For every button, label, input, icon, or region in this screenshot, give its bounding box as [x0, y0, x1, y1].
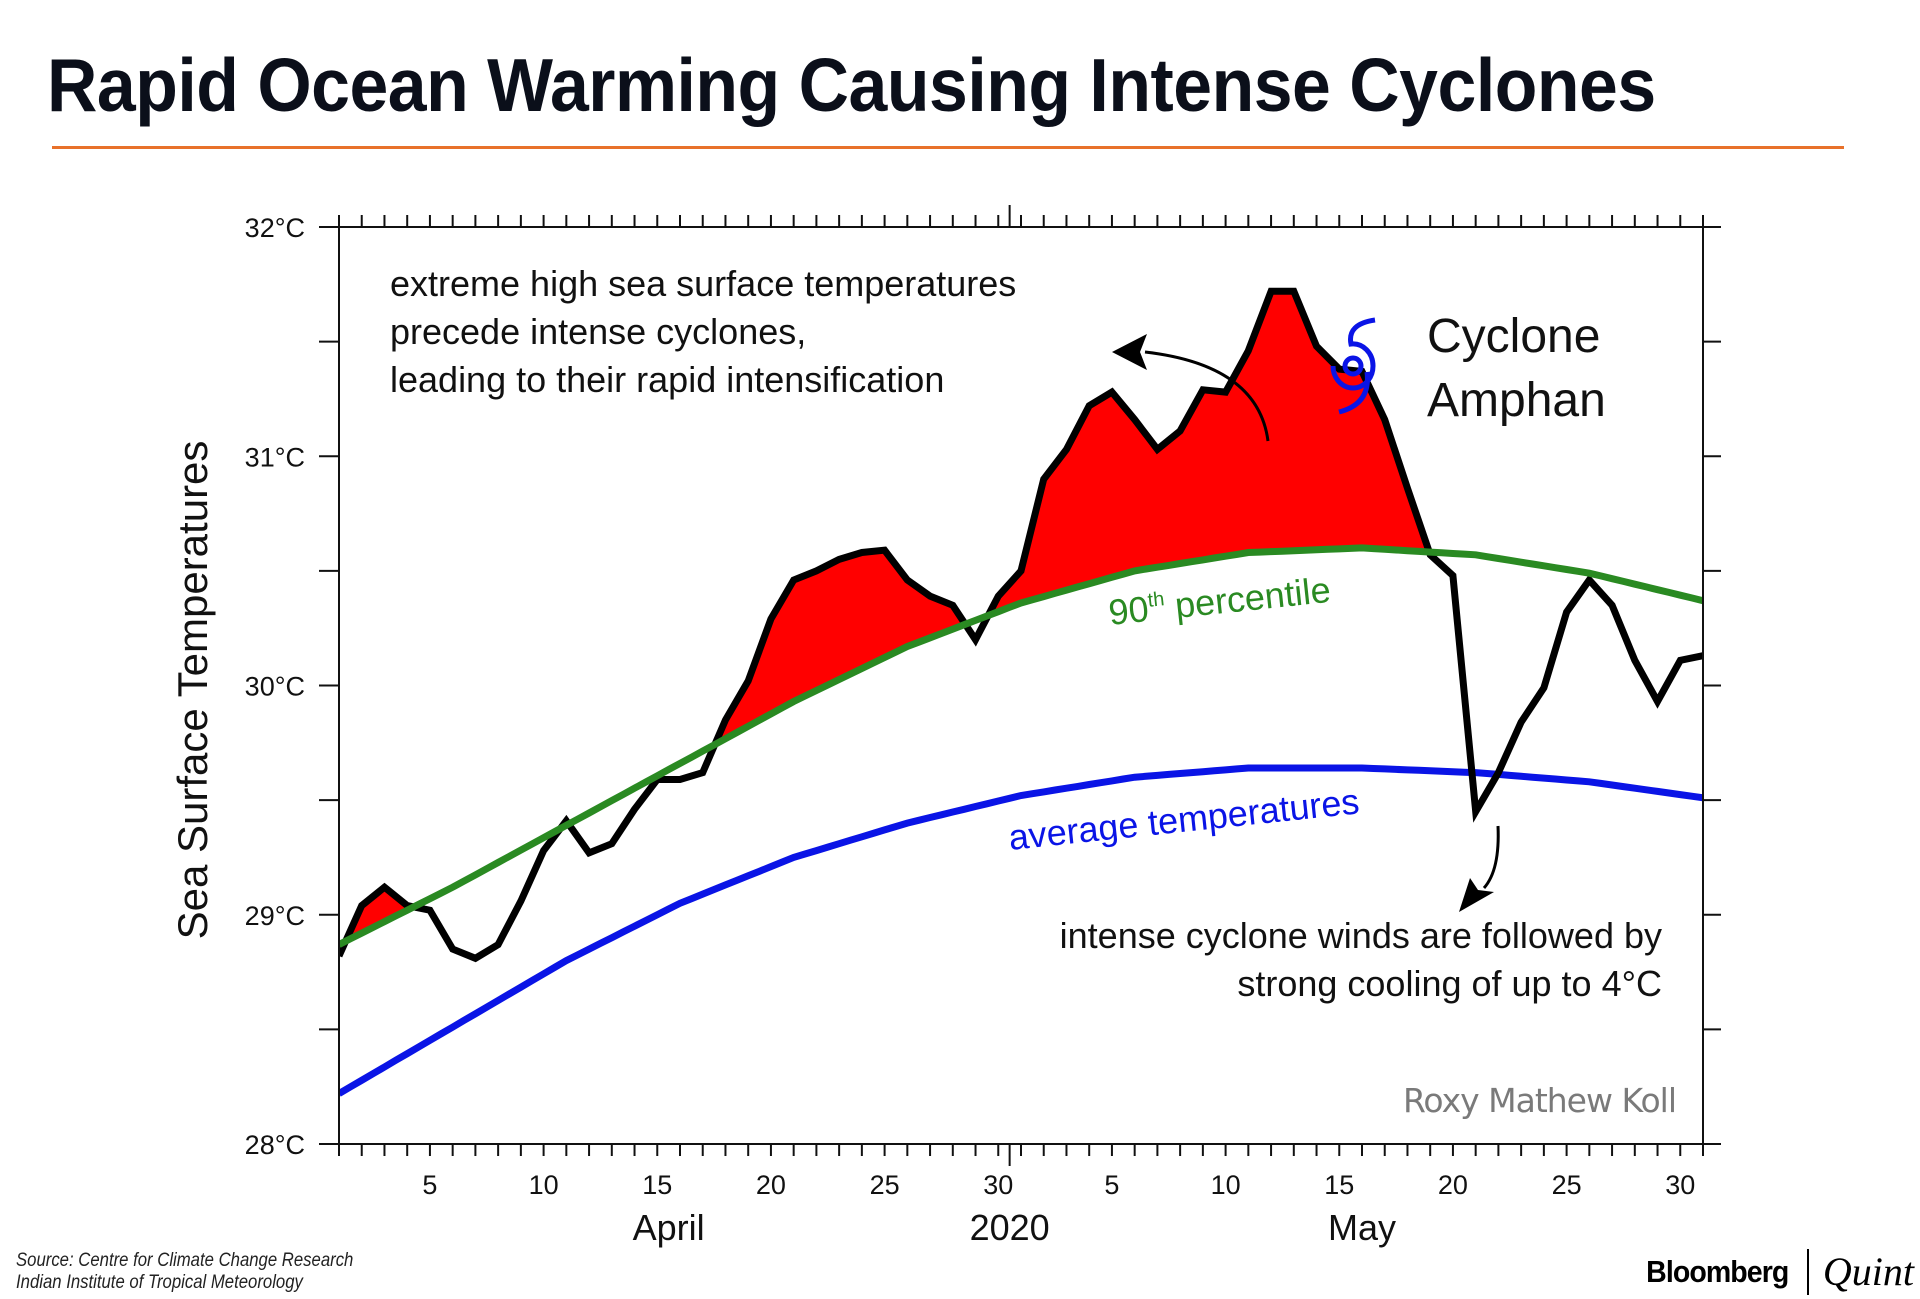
y-tick-label: 29°C [245, 901, 305, 931]
p90-superscript: th [1147, 588, 1166, 612]
x-tick-label: 10 [529, 1170, 559, 1200]
x-tick-label: 20 [1438, 1170, 1468, 1200]
x-tick-label: 20 [756, 1170, 786, 1200]
x-tick-label: 10 [1211, 1170, 1241, 1200]
annotation-cyclone-line-2: Amphan [1427, 374, 1606, 427]
p90-number: 90 [1107, 588, 1151, 633]
series-layer [339, 287, 1703, 1097]
label-90th-percentile: 90th percentile [1107, 569, 1333, 633]
y-axis-title: Sea Surface Temperatures [169, 441, 216, 940]
brand-separator [1806, 1248, 1809, 1295]
annotation-precede-line-2: precede intense cyclones, [390, 311, 806, 352]
exceedance-fill [989, 291, 1428, 616]
exceedance-fill [345, 887, 412, 942]
annotation-precede: extreme high sea surface temperatures pr… [390, 263, 1016, 400]
y-tick-label: 28°C [245, 1130, 305, 1160]
svg-text:90th percentile: 90th percentile [1107, 569, 1333, 633]
annotation-cyclone: Cyclone Amphan [1427, 310, 1606, 427]
x-month-label: 2020 [970, 1207, 1050, 1248]
axes-layer: 28°C 29°C 30°C 31°C 32°C 5 10 15 20 25 30 5 10 15 20 25… [245, 205, 1721, 1248]
y-tick-label: 32°C [245, 213, 305, 243]
chart-title: Rapid Ocean Warming Causing Intense Cycl… [47, 43, 1656, 127]
arrow-precede-icon [1112, 334, 1270, 442]
series-90th-percentile-line [339, 544, 1703, 948]
source-line-1: Source: Centre for Climate Change Resear… [16, 1250, 354, 1271]
p90-rest: percentile [1163, 569, 1332, 627]
x-tick-label: 15 [642, 1170, 672, 1200]
x-month-label: May [1328, 1207, 1396, 1248]
source-note: Source: Centre for Climate Change Resear… [16, 1250, 353, 1294]
title-divider [52, 146, 1844, 149]
arrow-cooling-icon [1459, 825, 1500, 912]
annotation-cooling-line-2: strong cooling of up to 4°C [1237, 963, 1662, 1004]
brand-logo: Bloomberg Quint [1640, 1248, 1914, 1295]
series-observed-line [339, 287, 1703, 963]
brand-quint: Quint [1822, 1249, 1914, 1294]
exceedance-fill-layer [345, 291, 1428, 942]
annotation-precede-line-1: extreme high sea surface temperatures [390, 263, 1016, 304]
x-tick-label: 15 [1324, 1170, 1354, 1200]
cyclone-symbol-icon [1330, 317, 1376, 415]
annotation-cooling-line-1: intense cyclone winds are followed by [1060, 915, 1662, 956]
author-credit: Roxy Mathew Koll [1403, 1081, 1676, 1120]
x-tick-label: 5 [1104, 1170, 1119, 1200]
annotation-precede-line-3: leading to their rapid intensification [390, 359, 944, 400]
source-line-2: Indian Institute of Tropical Meteorology [16, 1272, 303, 1293]
x-tick-label: 30 [1665, 1170, 1695, 1200]
y-tick-label: 31°C [245, 442, 305, 472]
exceedance-fill [716, 550, 965, 744]
x-tick-label: 5 [422, 1170, 437, 1200]
x-tick-label: 30 [983, 1170, 1013, 1200]
annotation-cyclone-line-1: Cyclone [1427, 310, 1600, 363]
x-tick-label: 25 [1552, 1170, 1582, 1200]
x-month-label: April [633, 1207, 705, 1248]
series-average-line [339, 764, 1703, 1097]
y-tick-label: 30°C [245, 672, 305, 702]
brand-bloomberg: Bloomberg [1646, 1253, 1789, 1289]
annotation-cooling: intense cyclone winds are followed by st… [1060, 915, 1662, 1004]
x-tick-label: 25 [870, 1170, 900, 1200]
